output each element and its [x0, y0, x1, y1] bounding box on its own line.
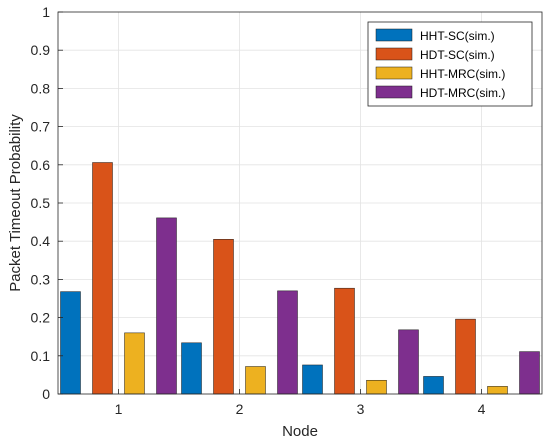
y-tick-label: 0.5: [31, 195, 51, 211]
y-tick-label: 0.2: [31, 310, 51, 326]
x-tick-label: 2: [236, 401, 244, 417]
bar: [487, 386, 508, 395]
grid-lines: [58, 12, 542, 394]
bars-group: [60, 162, 540, 395]
legend-swatch: [375, 85, 413, 99]
bar: [60, 291, 81, 395]
bar: [302, 364, 323, 395]
y-tick-label: 1: [42, 4, 50, 20]
legend: HHT-SC(sim.) HDT-SC(sim.) HHT-MRC(sim.) HDT…: [367, 21, 533, 107]
bar: [519, 351, 540, 395]
x-tick-label: 4: [478, 401, 486, 417]
legend-label: HHT-SC(sim.): [420, 29, 495, 43]
bar: [398, 329, 419, 395]
legend-swatch: [375, 47, 413, 61]
y-axis-ticks: 0 0.1 0.2 0.3 0.4 0.5 0.6 0.7 0.8 0.9 1: [31, 4, 63, 402]
bar: [455, 318, 476, 395]
bar: [213, 239, 234, 395]
bar: [366, 379, 387, 395]
y-tick-label: 0.3: [31, 271, 51, 287]
bar: [92, 162, 113, 395]
bar: [124, 332, 145, 395]
legend-swatch: [375, 28, 413, 42]
bar: [245, 366, 266, 395]
legend-label: HDT-MRC(sim.): [420, 86, 505, 100]
y-tick-label: 0.9: [31, 42, 51, 58]
x-tick-label: 1: [115, 401, 123, 417]
bar: [423, 376, 444, 395]
bar: [334, 287, 355, 395]
y-tick-label: 0.4: [31, 233, 51, 249]
x-axis-ticks: 1 2 3 4: [115, 389, 486, 417]
y-tick-label: 0.1: [31, 348, 51, 364]
x-axis-label: Node: [282, 423, 318, 440]
y-axis-label: Packet Timeout Probability: [7, 114, 24, 292]
x-tick-label: 3: [357, 401, 365, 417]
y-tick-label: 0.6: [31, 157, 51, 173]
legend-swatch: [375, 66, 413, 80]
legend-label: HDT-SC(sim.): [420, 48, 495, 62]
y-tick-label: 0: [42, 386, 50, 402]
bar: [181, 342, 202, 395]
bar: [277, 290, 298, 395]
legend-label: HHT-MRC(sim.): [420, 67, 505, 81]
y-tick-label: 0.7: [31, 119, 51, 135]
y-tick-label: 0.8: [31, 80, 51, 96]
bar: [156, 217, 177, 395]
